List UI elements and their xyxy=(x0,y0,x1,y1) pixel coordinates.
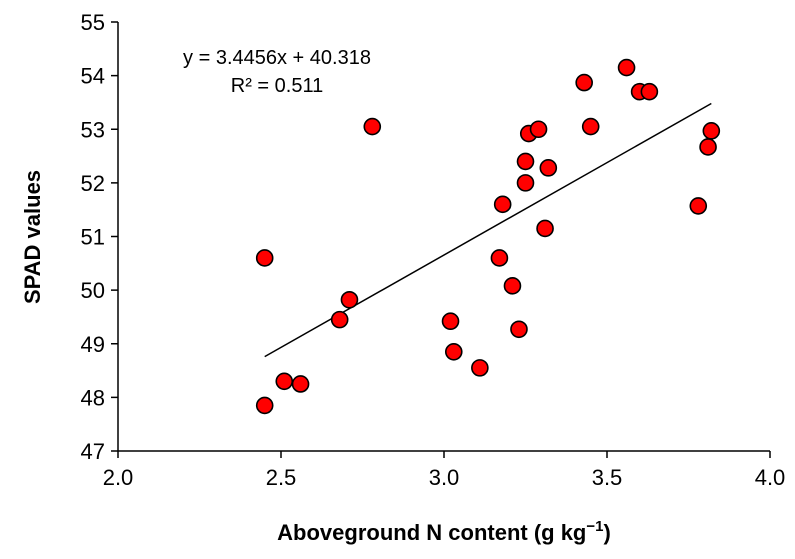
y-tick-label: 53 xyxy=(81,117,105,142)
y-tick-label: 52 xyxy=(81,171,105,196)
data-point xyxy=(291,375,310,393)
data-point xyxy=(516,152,535,171)
x-axis-title: Aboveground N content (g kg−1) xyxy=(277,518,611,545)
data-point xyxy=(640,82,659,101)
y-tick-label: 54 xyxy=(81,64,105,89)
x-axis-title-main: Aboveground N content (g kg xyxy=(277,520,586,545)
data-point xyxy=(255,396,274,415)
data-point xyxy=(503,277,522,295)
data-point xyxy=(536,219,554,238)
x-tick-label: 3.0 xyxy=(429,465,460,490)
y-tick-label: 55 xyxy=(81,10,105,35)
x-axis-title-end: ) xyxy=(603,520,610,545)
data-point xyxy=(702,122,721,140)
r-squared-label: R² = 0.511 xyxy=(231,75,323,97)
data-points xyxy=(255,58,721,415)
y-axis-title: SPAD values xyxy=(20,170,45,304)
x-ticks: 2.0 2.5 3.0 3.5 4.0 xyxy=(103,451,786,490)
data-point xyxy=(441,312,460,331)
x-tick-label: 2.5 xyxy=(266,465,297,490)
data-point xyxy=(275,372,294,391)
data-point xyxy=(255,249,274,267)
data-point xyxy=(529,120,548,139)
data-point xyxy=(581,117,600,136)
y-tick-label: 50 xyxy=(81,278,105,303)
data-point xyxy=(340,290,359,309)
axes xyxy=(117,22,770,452)
data-point xyxy=(471,359,489,377)
data-point xyxy=(493,195,512,214)
x-axis-title-superscript: −1 xyxy=(586,518,603,535)
data-point xyxy=(539,159,558,177)
data-point xyxy=(699,138,717,156)
x-tick-label: 4.0 xyxy=(755,465,786,490)
data-point xyxy=(444,342,463,361)
x-tick-label: 2.0 xyxy=(103,465,134,490)
data-point xyxy=(330,310,349,329)
y-tick-label: 48 xyxy=(81,385,105,410)
y-tick-label: 47 xyxy=(81,439,105,464)
x-tick-label: 3.5 xyxy=(592,465,623,490)
y-tick-label: 49 xyxy=(81,332,105,357)
data-point xyxy=(363,117,382,136)
data-point xyxy=(689,197,708,215)
data-point xyxy=(510,320,528,339)
y-ticks: 47 48 49 50 51 52 53 54 55 xyxy=(81,10,118,464)
data-point xyxy=(490,249,509,267)
data-point xyxy=(617,58,636,77)
trendline-equation: y = 3.4456x + 40.318 xyxy=(183,47,371,69)
y-tick-label: 51 xyxy=(81,225,105,250)
data-point xyxy=(516,174,535,192)
data-point xyxy=(575,73,593,92)
